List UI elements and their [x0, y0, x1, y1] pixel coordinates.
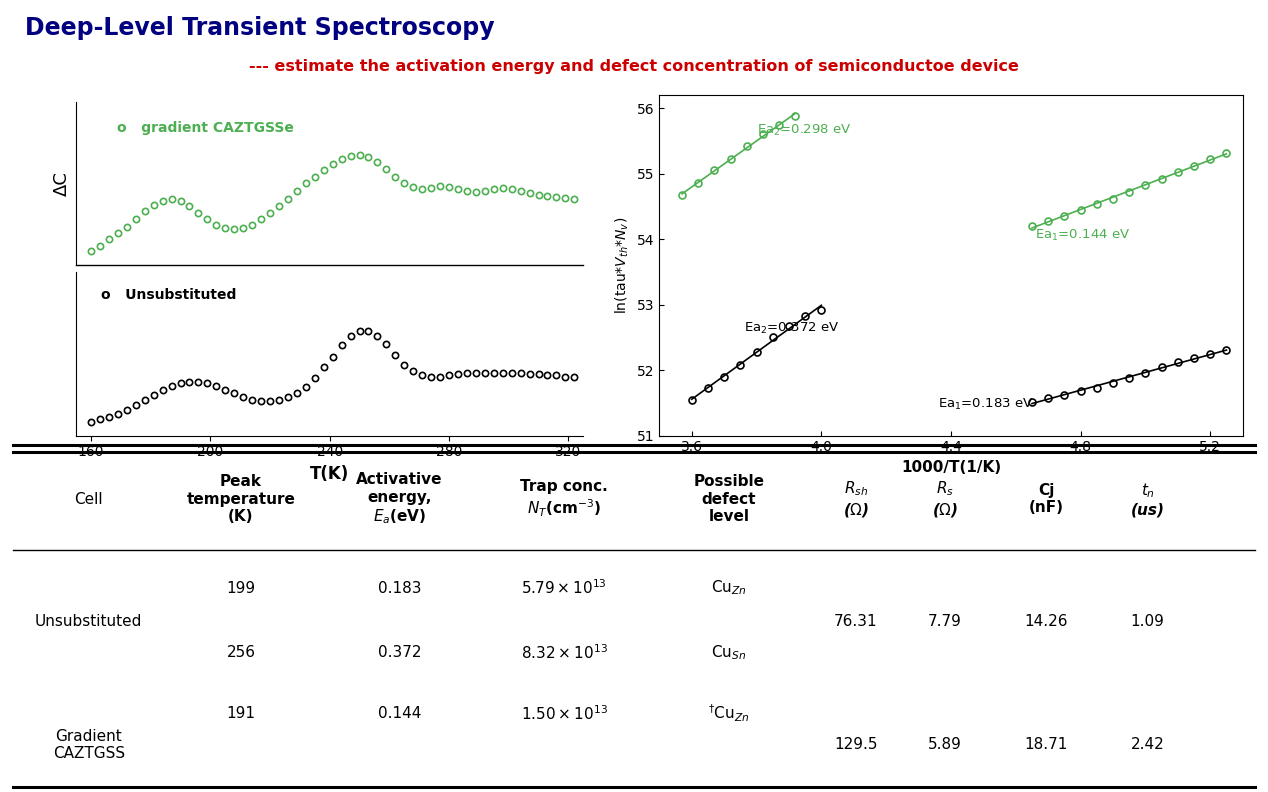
Text: 0.144: 0.144 — [378, 706, 421, 721]
Y-axis label: ln(tau*$V_{th}$*$N_v$): ln(tau*$V_{th}$*$N_v$) — [614, 217, 631, 314]
Text: Ea$_2$=0.372 eV: Ea$_2$=0.372 eV — [743, 321, 839, 337]
Text: Deep-Level Transient Spectroscopy: Deep-Level Transient Spectroscopy — [25, 16, 495, 40]
Text: $t_n$
(us): $t_n$ (us) — [1131, 482, 1164, 517]
Text: $R_s$
($\Omega$): $R_s$ ($\Omega$) — [932, 480, 957, 519]
Text: Ea$_1$=0.183 eV: Ea$_1$=0.183 eV — [938, 397, 1033, 412]
Text: Ea$_2$=0.298 eV: Ea$_2$=0.298 eV — [757, 124, 851, 139]
Text: $5.79\times10^{13}$: $5.79\times10^{13}$ — [521, 579, 607, 597]
Text: 129.5: 129.5 — [834, 737, 877, 752]
Text: Cell: Cell — [75, 492, 103, 507]
Text: o   gradient CAZTGSSe: o gradient CAZTGSSe — [117, 121, 293, 135]
Text: 2.42: 2.42 — [1131, 737, 1164, 752]
Text: 5.89: 5.89 — [928, 737, 961, 752]
Text: Possible
defect
level: Possible defect level — [694, 474, 765, 524]
Text: $8.32\times10^{13}$: $8.32\times10^{13}$ — [521, 643, 607, 662]
Text: Gradient
CAZTGSS: Gradient CAZTGSS — [53, 729, 124, 761]
X-axis label: T(K): T(K) — [311, 465, 349, 483]
Text: 199: 199 — [227, 581, 255, 596]
Text: --- estimate the activation energy and defect concentration of semiconductoe dev: --- estimate the activation energy and d… — [249, 59, 1019, 74]
Text: Activative
energy,
$E_a$(eV): Activative energy, $E_a$(eV) — [356, 472, 443, 526]
Text: 18.71: 18.71 — [1025, 737, 1068, 752]
Text: Peak
temperature
(K): Peak temperature (K) — [186, 474, 295, 524]
Text: 14.26: 14.26 — [1025, 614, 1068, 629]
Text: Ea$_1$=0.144 eV: Ea$_1$=0.144 eV — [1035, 228, 1131, 243]
Text: 0.372: 0.372 — [378, 645, 421, 660]
Text: Cu$_{Zn}$: Cu$_{Zn}$ — [711, 579, 747, 597]
Text: 7.79: 7.79 — [928, 614, 961, 629]
Text: 191: 191 — [227, 706, 255, 721]
Text: Cj
(nF): Cj (nF) — [1028, 483, 1064, 516]
Text: 256: 256 — [227, 645, 255, 660]
Text: $1.50\times10^{13}$: $1.50\times10^{13}$ — [521, 704, 607, 723]
Text: Trap conc.
$N_T$(cm$^{-3}$): Trap conc. $N_T$(cm$^{-3}$) — [520, 479, 609, 519]
Text: 76.31: 76.31 — [834, 614, 877, 629]
Text: $^{\dagger}$Cu$_{Zn}$: $^{\dagger}$Cu$_{Zn}$ — [709, 703, 749, 725]
Text: $R_{sh}$
($\Omega$): $R_{sh}$ ($\Omega$) — [843, 480, 869, 519]
Text: o   Unsubstituted: o Unsubstituted — [101, 288, 237, 303]
Text: Cu$_{Sn}$: Cu$_{Sn}$ — [711, 643, 747, 662]
Text: Unsubstituted: Unsubstituted — [36, 614, 142, 629]
Text: 1.09: 1.09 — [1131, 614, 1164, 629]
Text: 0.183: 0.183 — [378, 581, 421, 596]
Y-axis label: ΔC: ΔC — [52, 171, 71, 196]
X-axis label: 1000/T(1/K): 1000/T(1/K) — [902, 460, 1000, 475]
